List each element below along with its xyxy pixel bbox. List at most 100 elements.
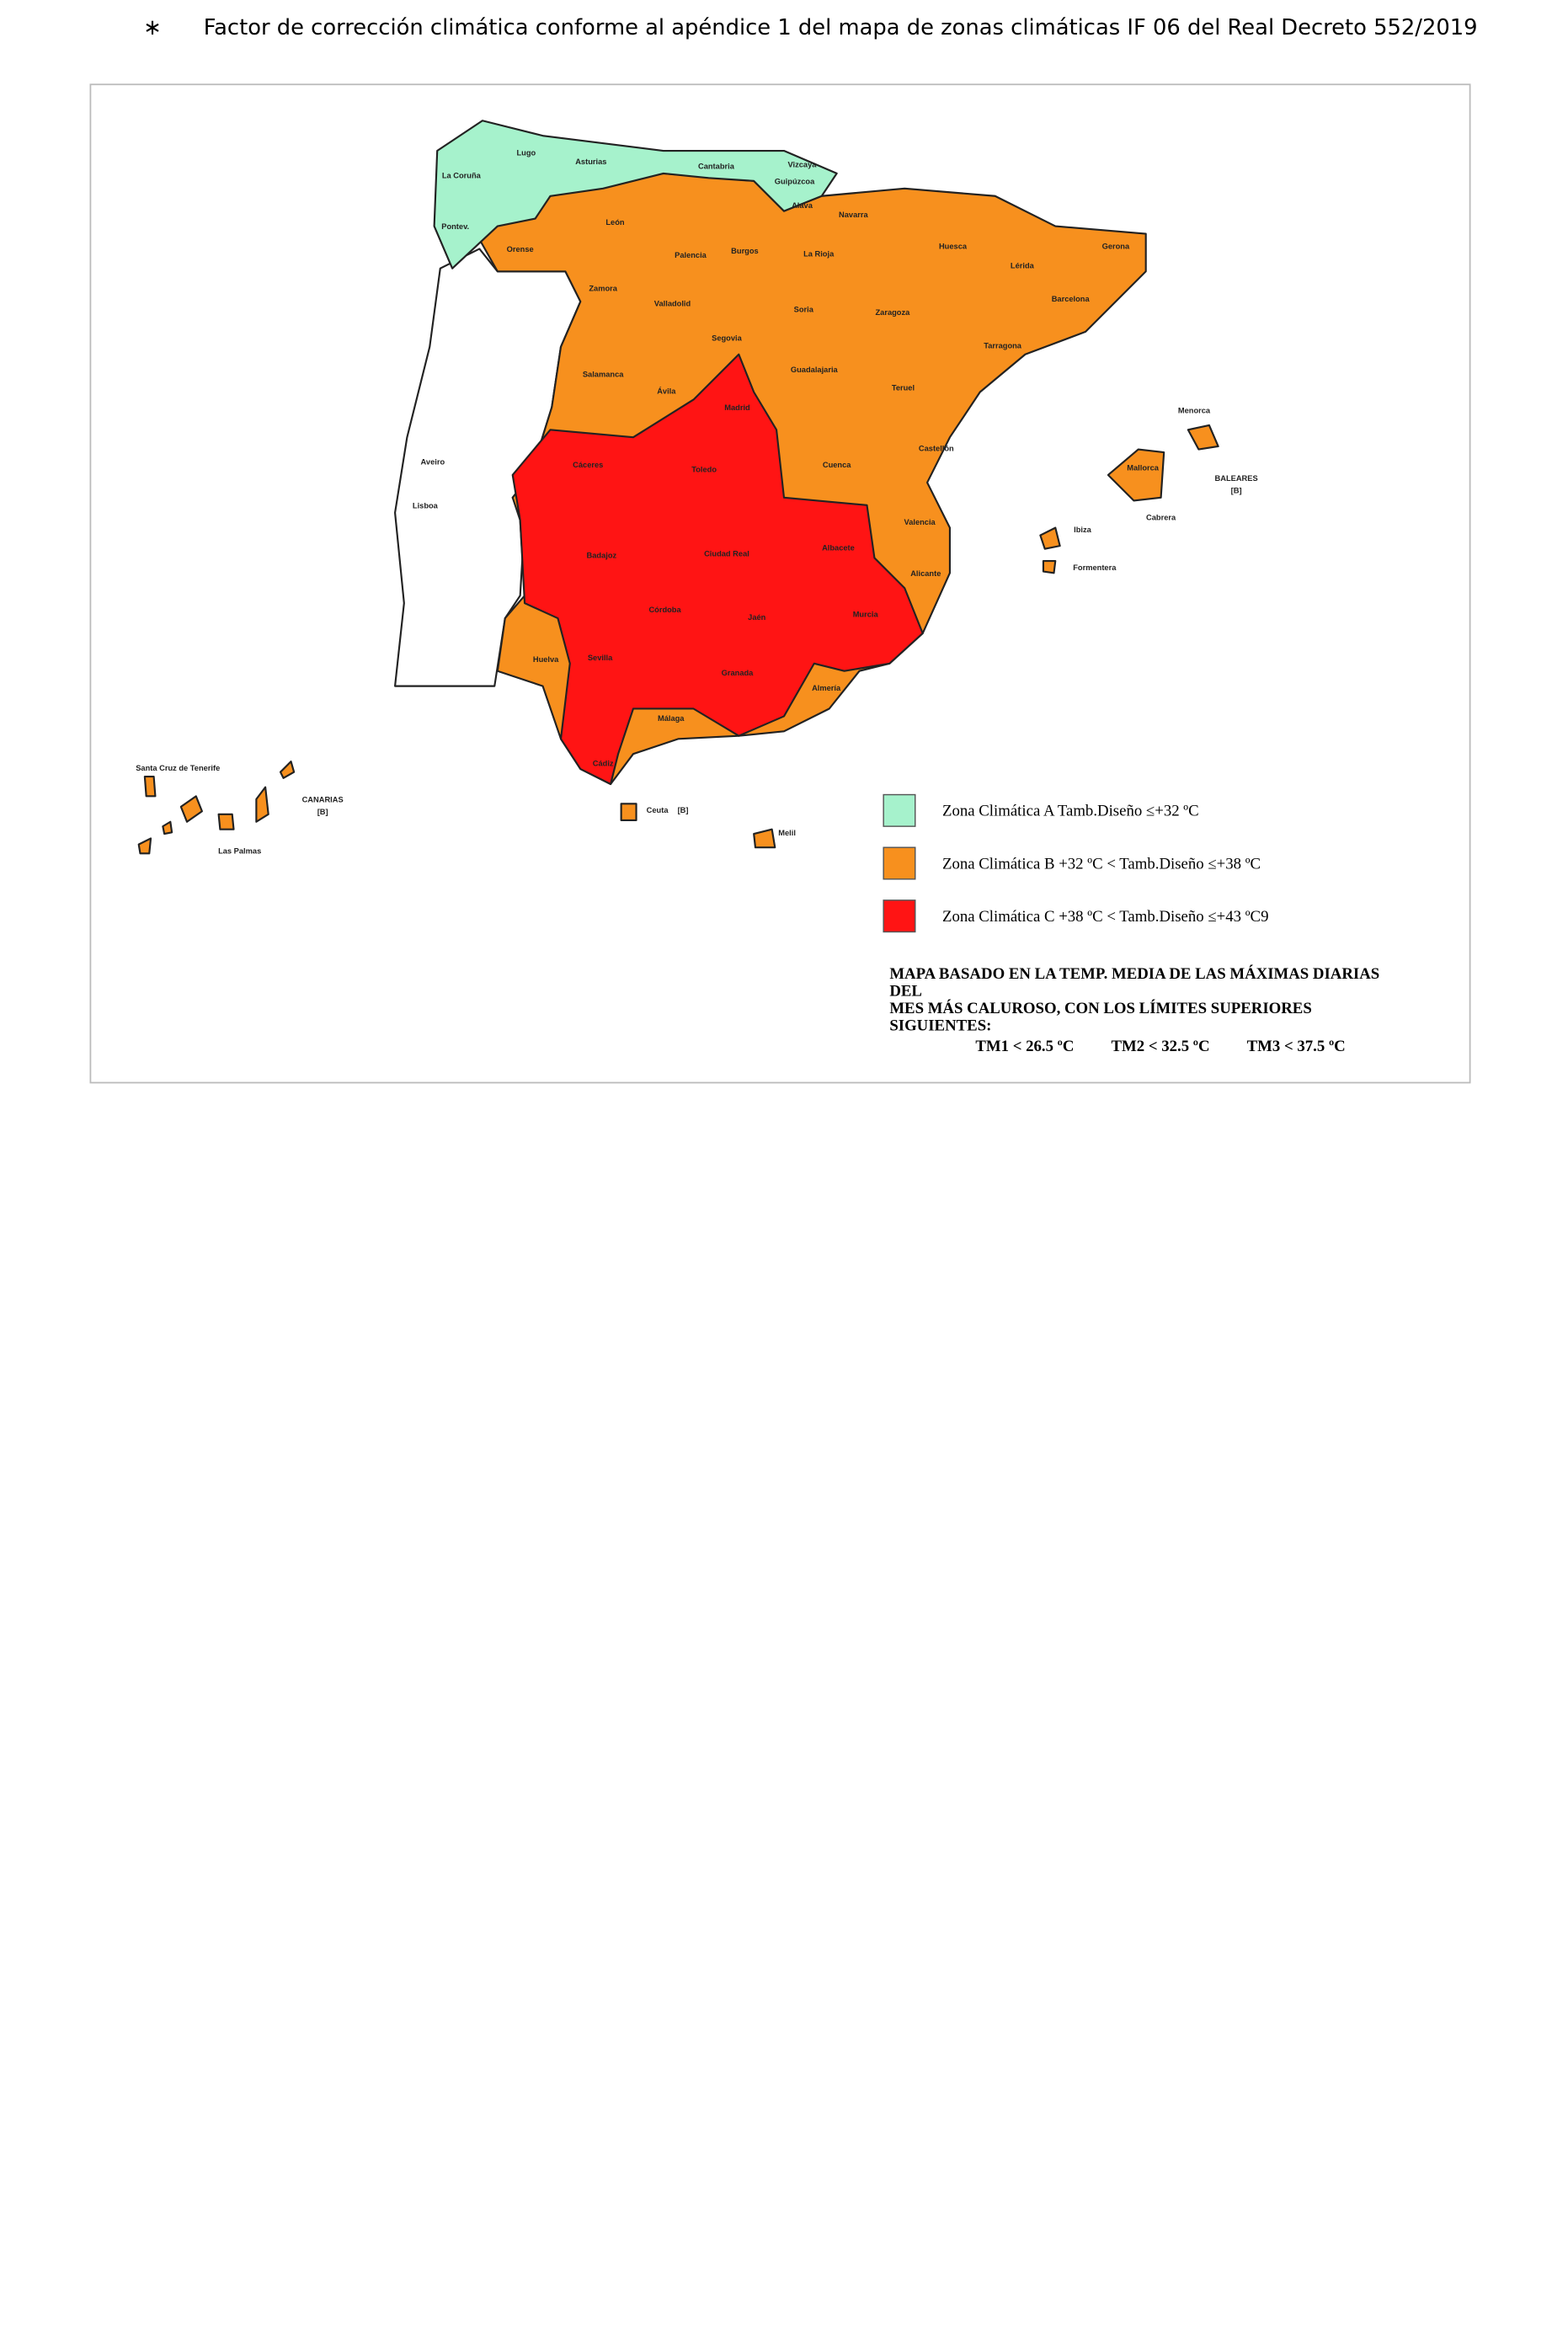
province-label: Las Palmas bbox=[218, 846, 261, 855]
limit: TM2 < 32.5 ºC bbox=[1112, 1038, 1210, 1055]
legend-label: Zona Climática B +32 ºC < Tamb.Diseño ≤+… bbox=[942, 855, 1261, 873]
island bbox=[279, 761, 296, 779]
province-label: [B] bbox=[1231, 486, 1242, 494]
province-label: Toledo bbox=[691, 465, 717, 473]
province-label: Tarragona bbox=[984, 342, 1022, 350]
province-label: Lérida bbox=[1011, 262, 1035, 270]
province-label: Valencia bbox=[904, 518, 936, 526]
island bbox=[753, 828, 776, 849]
province-label: Barcelona bbox=[1052, 295, 1091, 303]
province-label: Navarra bbox=[839, 211, 868, 219]
header-text: Factor de corrección climática conforme … bbox=[204, 15, 1478, 40]
legend-label: Zona Climática C +38 ºC < Tamb.Diseño ≤+… bbox=[942, 908, 1269, 926]
province-label: Asturias bbox=[575, 157, 606, 166]
province-label: Cáceres bbox=[573, 461, 603, 469]
province-label: Alava bbox=[792, 201, 813, 210]
island bbox=[1107, 448, 1165, 502]
province-label: Ceuta bbox=[647, 806, 669, 814]
province-label: Córdoba bbox=[648, 606, 681, 614]
island bbox=[137, 837, 152, 855]
province-label: Valladolid bbox=[654, 299, 691, 307]
province-label: Melil bbox=[778, 829, 796, 837]
province-label: Guadalajaria bbox=[791, 366, 839, 374]
island bbox=[143, 775, 157, 798]
note-line: MAPA BASADO EN LA TEMP. MEDIA DE LAS MÁX… bbox=[889, 964, 1379, 983]
zone-c bbox=[511, 353, 924, 786]
province-label: Zamora bbox=[589, 285, 617, 293]
island bbox=[162, 820, 173, 835]
province-label: Burgos bbox=[731, 247, 759, 255]
island bbox=[620, 803, 637, 822]
province-label: Málaga bbox=[658, 714, 685, 723]
province-label: Santa Cruz de Tenerife bbox=[136, 764, 220, 772]
island bbox=[255, 786, 269, 823]
zone-a bbox=[433, 120, 838, 270]
province-label: Zaragoza bbox=[875, 308, 910, 317]
island bbox=[217, 813, 235, 830]
province-label: Almería bbox=[812, 684, 841, 692]
province-label: Cabrera bbox=[1146, 514, 1176, 522]
province-label: Lugo bbox=[516, 148, 536, 157]
island bbox=[179, 795, 203, 823]
province-label: [B] bbox=[678, 806, 689, 814]
note-line: MES MÁS CALUROSO, CON LOS LÍMITES SUPERI… bbox=[889, 999, 1311, 1017]
legend-swatch bbox=[883, 899, 916, 933]
bullet: ∗ bbox=[143, 15, 162, 40]
province-label: Ciudad Real bbox=[704, 550, 749, 558]
island bbox=[1042, 559, 1057, 574]
legend-swatch bbox=[883, 793, 916, 827]
province-label: Cantabria bbox=[698, 163, 735, 171]
province-label: Palencia bbox=[675, 251, 707, 259]
legend-swatch bbox=[883, 846, 916, 880]
province-label: Castellón bbox=[919, 444, 954, 452]
province-label: Gerona bbox=[1102, 242, 1130, 250]
province-label: Alicante bbox=[910, 569, 941, 578]
province-label: BALEARES bbox=[1215, 474, 1258, 483]
province-label: Lisboa bbox=[413, 501, 439, 510]
map-labels: Lugo La Coruña Pontev. Asturias Cantabria Viz… bbox=[136, 148, 1257, 855]
province-label: Formentera bbox=[1073, 563, 1117, 572]
province-label: La Coruña bbox=[442, 171, 482, 179]
province-label: Ávila bbox=[657, 387, 676, 395]
island bbox=[1039, 526, 1061, 550]
province-label: Sevilla bbox=[588, 654, 613, 662]
note-line: DEL bbox=[889, 983, 922, 1001]
map bbox=[137, 120, 1219, 855]
island bbox=[1187, 424, 1219, 451]
province-label: Granada bbox=[722, 669, 755, 677]
province-label: Segovia bbox=[712, 334, 742, 343]
province-label: Cuenca bbox=[823, 461, 851, 469]
note-line: SIGUIENTES: bbox=[889, 1017, 991, 1035]
province-label: Guipúzcoa bbox=[775, 177, 815, 185]
province-label: Aveiro bbox=[421, 457, 445, 466]
province-label: Vizcaya bbox=[788, 161, 818, 169]
province-label: Orense bbox=[507, 245, 534, 254]
province-label: Huesca bbox=[939, 242, 968, 250]
province-label: Cádiz bbox=[593, 760, 614, 768]
legend-label: Zona Climática A Tamb.Diseño ≤+32 ºC bbox=[942, 803, 1199, 820]
province-label: Pontev. bbox=[441, 222, 469, 231]
notes: MAPA BASADO EN LA TEMP. MEDIA DE LAS MÁX… bbox=[889, 964, 1379, 1055]
province-label: Soria bbox=[794, 306, 814, 314]
limit: TM1 < 26.5 ºC bbox=[975, 1038, 1074, 1055]
province-label: Teruel bbox=[892, 384, 915, 392]
legend: Zona Climática A Tamb.Diseño ≤+32 ºC Zona… bbox=[883, 793, 1269, 933]
province-label: León bbox=[605, 218, 625, 227]
province-label: Salamanca bbox=[583, 371, 624, 379]
province-label: Badajoz bbox=[587, 551, 617, 559]
province-label: Jaén bbox=[748, 613, 766, 622]
province-label: Madrid bbox=[724, 403, 750, 412]
province-label: Albacete bbox=[822, 543, 855, 552]
province-label: La Rioja bbox=[803, 249, 835, 258]
province-label: Murcia bbox=[853, 610, 879, 618]
province-label: Mallorca bbox=[1127, 464, 1160, 472]
province-label: Menorca bbox=[1178, 407, 1211, 415]
province-label: [B] bbox=[317, 808, 328, 816]
limit: TM3 < 37.5 ºC bbox=[1247, 1038, 1346, 1055]
province-label: Huelva bbox=[533, 655, 559, 664]
province-label: CANARIAS bbox=[302, 795, 344, 803]
islands bbox=[137, 424, 1219, 855]
province-label: Ibiza bbox=[1074, 526, 1091, 534]
